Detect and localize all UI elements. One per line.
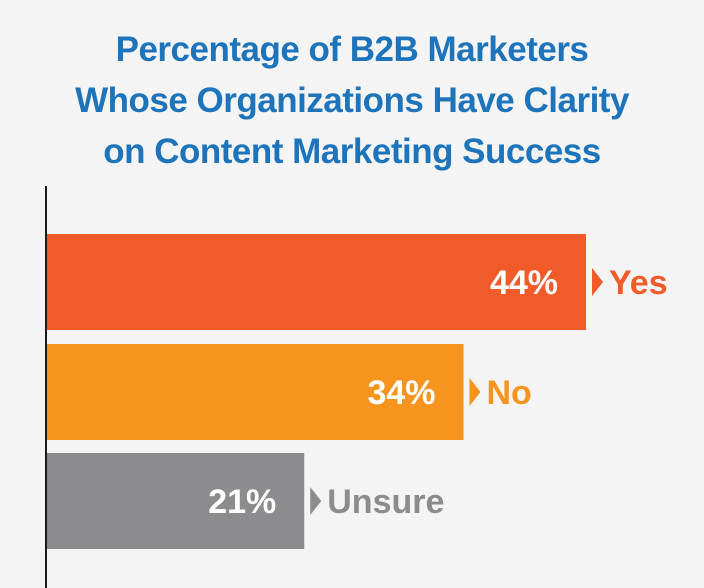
value-label-no: 34%	[367, 374, 435, 412]
bar-yes	[47, 234, 586, 330]
value-label-unsure: 21%	[208, 483, 276, 521]
arrow-no	[469, 378, 481, 406]
arrow-unsure	[310, 487, 322, 515]
chart-title-line-3: on Content Marketing Success	[103, 132, 601, 171]
category-label-yes: Yes	[609, 264, 668, 302]
category-label-no: No	[487, 374, 532, 412]
chart-title-line-1: Percentage of B2B Marketers	[115, 30, 589, 69]
bar-unsure	[47, 453, 305, 549]
bars-group: 44% Yes 34% No 21% Unsure	[47, 234, 668, 549]
value-label-yes: 44%	[490, 264, 558, 302]
chart-title-line-2: Whose Organizations Have Clarity	[75, 81, 629, 120]
category-label-unsure: Unsure	[327, 483, 444, 521]
bar-no	[47, 344, 464, 440]
arrow-yes	[592, 268, 603, 296]
